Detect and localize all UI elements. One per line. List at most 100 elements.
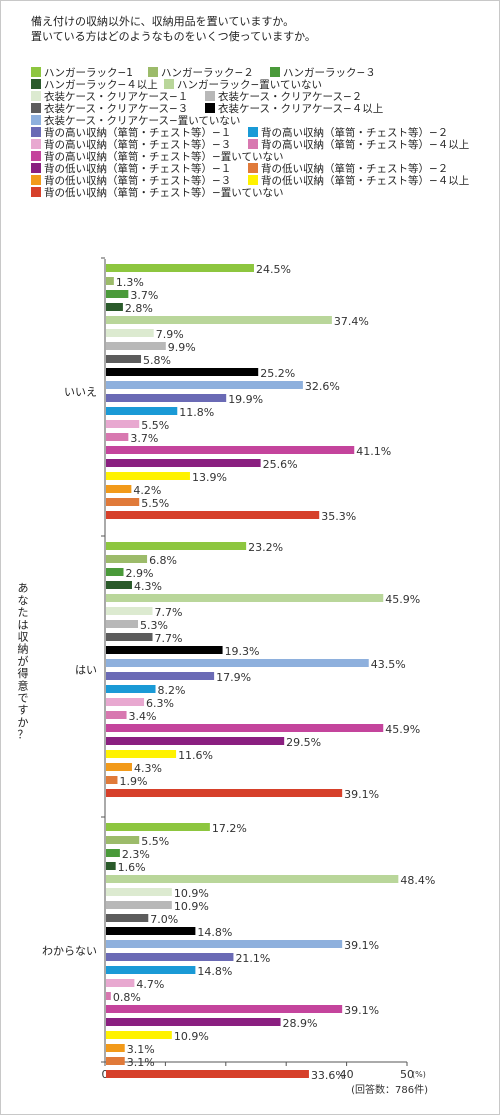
legend-swatch — [248, 127, 258, 137]
bar — [106, 1005, 343, 1013]
bar-value-label: 3.7% — [130, 289, 158, 302]
bar-value-label: 4.7% — [136, 978, 164, 991]
legend-swatch — [248, 175, 258, 185]
legend-row: ハンガーラック−1 ハンガーラック−２ ハンガーラック−３ — [31, 67, 496, 79]
bar — [106, 724, 384, 732]
category-label: いいえ — [64, 386, 97, 399]
bar — [106, 979, 135, 987]
bar-value-label: 7.7% — [155, 632, 183, 645]
bar — [106, 927, 196, 935]
legend-label: 背の低い収納（箪笥・チェスト等）−３ — [44, 175, 232, 187]
legend-swatch — [31, 103, 41, 113]
legend-swatch — [31, 139, 41, 149]
legend-row: 背の高い収納（箪笥・チェスト等）−１ 背の高い収納（箪笥・チェスト等）−２ — [31, 127, 496, 139]
bar-value-label: 10.9% — [174, 900, 209, 913]
legend-row: 背の低い収納（箪笥・チェスト等）−１ 背の低い収納（箪笥・チェスト等）−２ — [31, 163, 496, 175]
bar — [106, 992, 111, 1000]
legend-label: ハンガーラック−４以上 — [44, 79, 158, 91]
bar — [106, 581, 132, 589]
bar-value-label: 19.3% — [225, 645, 260, 658]
x-tick-label: 40 — [340, 1068, 354, 1081]
legend-label: 衣装ケース・クリアケース−１ — [44, 91, 189, 103]
bar-value-label: 10.9% — [174, 887, 209, 900]
bar — [106, 342, 166, 350]
bar — [106, 420, 140, 428]
bar — [106, 355, 142, 363]
bar — [106, 763, 132, 771]
legend-label: 衣装ケース・クリアケース−３ — [44, 103, 189, 115]
bar-value-label: 1.6% — [118, 861, 146, 874]
bar-value-label: 7.9% — [156, 328, 184, 341]
bar-value-label: 11.8% — [179, 406, 214, 419]
legend-swatch — [31, 163, 41, 173]
bar-value-label: 10.9% — [174, 1030, 209, 1043]
bar-value-label: 25.6% — [263, 458, 298, 471]
bar — [106, 329, 154, 337]
bar — [106, 264, 254, 272]
legend-swatch — [31, 151, 41, 161]
bar — [106, 875, 399, 883]
legend-item: 衣装ケース・クリアケース−４以上 — [205, 103, 383, 115]
bar-value-label: 25.2% — [260, 367, 295, 380]
legend-label: 背の低い収納（箪笥・チェスト等）−４以上 — [261, 175, 470, 187]
legend-item: 背の高い収納（箪笥・チェスト等）−４以上 — [248, 139, 469, 151]
bar-value-label: 45.9% — [385, 723, 420, 736]
bar — [106, 459, 261, 467]
bar — [106, 685, 156, 693]
chart-legend: ハンガーラック−1 ハンガーラック−２ ハンガーラック−３ ハンガーラック−４以… — [31, 67, 496, 199]
bar — [106, 555, 148, 563]
bar-value-label: 33.6% — [311, 1069, 346, 1082]
legend-swatch — [205, 103, 215, 113]
bar-value-label: 48.4% — [400, 874, 435, 887]
bar — [106, 836, 140, 844]
legend-item: 衣装ケース・クリアケース−２ — [205, 91, 362, 103]
legend-swatch — [31, 79, 41, 89]
legend-swatch — [248, 139, 258, 149]
legend-label: ハンガーラック−３ — [283, 67, 376, 79]
bar-value-label: 2.8% — [125, 302, 153, 315]
bar-value-label: 23.2% — [248, 541, 283, 554]
legend-label: 背の高い収納（箪笥・チェスト等）−３ — [44, 139, 232, 151]
bar — [106, 862, 116, 870]
bar — [106, 901, 172, 909]
legend-item: 背の高い収納（箪笥・チェスト等）−１ — [31, 127, 231, 139]
bar — [106, 776, 118, 784]
bar-value-label: 6.8% — [149, 554, 177, 567]
legend-row: 背の高い収納（箪笥・チェスト等）−３ 背の高い収納（箪笥・チェスト等）−４以上 — [31, 139, 496, 151]
bar-value-label: 43.5% — [371, 658, 406, 671]
bar-value-label: 2.9% — [126, 567, 154, 580]
bar-value-label: 1.3% — [116, 276, 144, 289]
bar — [106, 737, 285, 745]
legend-label: 背の低い収納（箪笥・チェスト等）−２ — [261, 163, 449, 175]
legend-item: ハンガーラック−置いていない — [164, 79, 322, 91]
bar — [106, 672, 215, 680]
bar-value-label: 3.7% — [130, 432, 158, 445]
bar — [106, 568, 124, 576]
bar — [106, 290, 129, 298]
bar-value-label: 14.8% — [197, 965, 232, 978]
bar-value-label: 7.0% — [150, 913, 178, 926]
legend-swatch — [31, 115, 41, 125]
legend-row: 背の低い収納（箪笥・チェスト等）−置いていない — [31, 187, 496, 199]
legend-row: ハンガーラック−４以上 ハンガーラック−置いていない — [31, 79, 496, 91]
bar-value-label: 19.9% — [228, 393, 263, 406]
bar — [106, 303, 123, 311]
bar — [106, 659, 369, 667]
bar-value-label: 13.9% — [192, 471, 227, 484]
legend-swatch — [270, 67, 280, 77]
legend-label: 背の高い収納（箪笥・チェスト等）−置いていない — [44, 151, 284, 163]
legend-item: 衣装ケース・クリアケース−１ — [31, 91, 188, 103]
legend-label: 背の高い収納（箪笥・チェスト等）−２ — [261, 127, 449, 139]
bar-value-label: 8.2% — [158, 684, 186, 697]
bar-value-label: 2.3% — [122, 848, 150, 861]
bar-value-label: 39.1% — [344, 788, 379, 801]
legend-item: 衣装ケース・クリアケース−置いていない — [31, 115, 240, 127]
bar — [106, 698, 145, 706]
legend-item: 背の低い収納（箪笥・チェスト等）−２ — [248, 163, 448, 175]
x-tick-label: 0 — [102, 1068, 109, 1081]
bar — [106, 472, 190, 480]
bar — [106, 1070, 309, 1078]
bar-value-label: 45.9% — [385, 593, 420, 606]
